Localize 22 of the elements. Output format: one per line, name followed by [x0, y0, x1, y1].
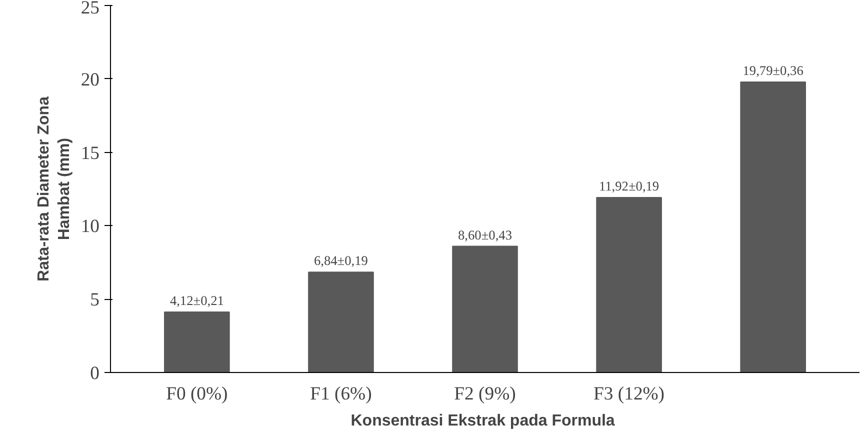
- bar: [596, 197, 662, 372]
- x-axis-title: Konsentrasi Ekstrak pada Formula: [350, 412, 615, 430]
- y-axis-title: Rata-rata Diameter Zona Hambat (mm): [35, 96, 73, 282]
- bar: [740, 81, 806, 372]
- x-tick-label: F2 (9%): [454, 384, 516, 404]
- x-tick-label: F1 (6%): [310, 384, 372, 404]
- y-tick-label: 25: [80, 0, 100, 18]
- x-tick-label: F0 (0%): [166, 384, 228, 404]
- y-tick-label: 0: [90, 363, 100, 384]
- y-tick-label: 15: [80, 142, 100, 164]
- y-tick-label: 20: [80, 69, 100, 90]
- bar: [308, 272, 374, 372]
- y-tick-label: 5: [90, 290, 100, 311]
- data-label: 6,84±0,19: [314, 253, 368, 268]
- data-label: 19,79±0,36: [742, 62, 804, 78]
- data-label: 4,12±0,21: [170, 293, 224, 308]
- bar: [452, 246, 518, 372]
- bar: [164, 312, 230, 372]
- data-label: 8,60±0,43: [458, 227, 512, 242]
- x-tick-label: F3 (12%): [594, 384, 665, 404]
- y-tick-label: 10: [80, 216, 100, 238]
- data-label: 11,92±0,19: [598, 178, 660, 194]
